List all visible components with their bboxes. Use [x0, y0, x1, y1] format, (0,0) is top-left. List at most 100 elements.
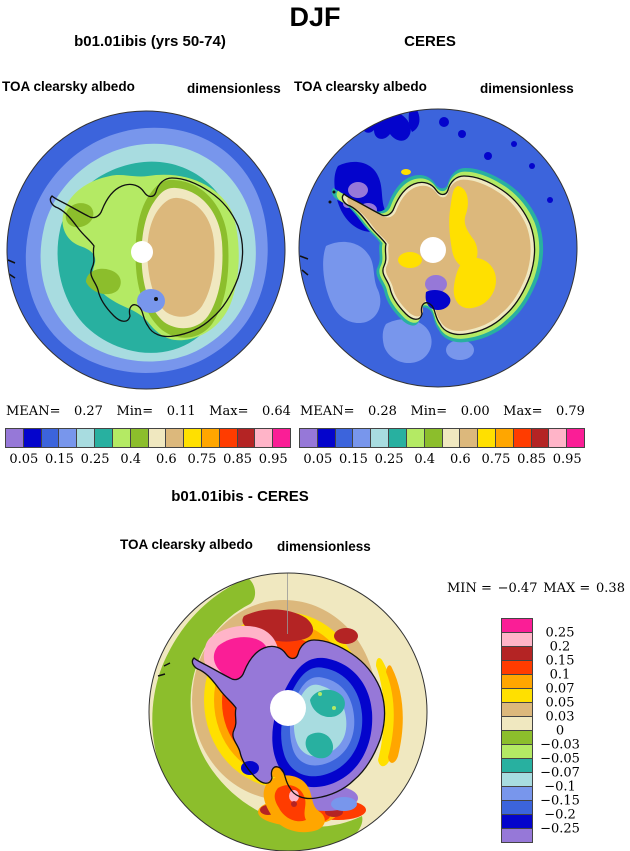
colorbar-cell: [405, 428, 425, 448]
obs-yellow-west: [398, 252, 422, 268]
colorbar-tick-label: 0.95: [258, 452, 288, 467]
diff-units-label: dimensionless: [277, 539, 371, 554]
colorbar-tick-label: −0.15: [540, 793, 580, 809]
colorbar-tick-label: 0.25: [80, 452, 110, 467]
colorbar-tick-label: −0.2: [544, 807, 576, 823]
model-colorbar-ticks: 0.05 0.15 0.25 0.4 0.6 0.75 0.85 0.95: [6, 452, 291, 467]
diff-olive-crescent: [152, 578, 363, 851]
colorbar-cell: [218, 428, 238, 448]
obs-colorbar: [299, 428, 585, 448]
obs-colorbar-ticks: 0.05 0.15 0.25 0.4 0.6 0.75 0.85 0.95: [300, 452, 585, 467]
colorbar-cell: [501, 646, 533, 661]
obs-units-label: dimensionless: [480, 81, 574, 96]
colorbar-tick-label: 0.75: [187, 452, 217, 467]
colorbar-cell: [501, 660, 533, 675]
model-max-label: Max=: [209, 404, 249, 419]
colorbar-tick-label: 0.07: [545, 681, 575, 697]
colorbar-cell: [548, 428, 568, 448]
colorbar-cell: [501, 618, 533, 633]
colorbar-cell: [494, 428, 514, 448]
model-units-label: dimensionless: [187, 81, 281, 96]
colorbar-tick-label: 0.03: [545, 709, 575, 725]
colorbar-tick-label: 0.05: [303, 452, 333, 467]
obs-mean-value: 0.28: [367, 404, 397, 419]
obs-lightblue-south: [382, 319, 432, 364]
obs-min-value: 0.00: [460, 404, 490, 419]
colorbar-tick-label: −0.25: [540, 821, 580, 837]
colorbar-cell: [183, 428, 202, 448]
diff-colorbar-ticks: 0.25 0.2 0.15 0.1 0.07 0.05 0.03 0 −0.03 −0.05 −0.…: [534, 619, 586, 843]
diff-teal-patch-2: [305, 732, 334, 759]
obs-yellow-blob: [453, 257, 496, 309]
colorbar-cell: [530, 428, 550, 448]
obs-edge-islands: [299, 255, 309, 276]
colorbar-tick-label: 0.15: [44, 452, 74, 467]
model-olive-patch-2: [86, 268, 121, 295]
colorbar-cell: [352, 428, 372, 448]
colorbar-cell: [299, 428, 318, 448]
colorbar-tick-label: 0.05: [545, 695, 575, 711]
colorbar-cell: [111, 428, 131, 448]
colorbar-tick-label: −0.03: [540, 737, 580, 753]
colorbar-tick-label: 0.15: [545, 653, 575, 669]
colorbar-cell: [236, 428, 256, 448]
colorbar-cell: [501, 772, 533, 787]
colorbar-tick-label: 0.95: [552, 452, 582, 467]
colorbar-tick-label: 0.15: [338, 452, 368, 467]
colorbar-tick-label: 0.75: [481, 452, 511, 467]
page-title: DJF: [289, 2, 341, 32]
diff-min-label: MIN =: [447, 581, 492, 596]
obs-yellow-ridge: [449, 186, 478, 268]
colorbar-cell: [501, 758, 533, 773]
obs-max-label: Max=: [503, 404, 543, 419]
diff-max-value: 0.38: [596, 581, 625, 596]
model-title: b01.01ibis (yrs 50-74): [74, 33, 226, 50]
obs-lightblue-west: [323, 241, 381, 324]
obs-stats: MEAN= 0.28 Min= 0.00 Max= 0.79: [300, 404, 585, 419]
colorbar-cell: [76, 428, 96, 448]
obs-title: CERES: [404, 33, 456, 50]
colorbar-cell: [254, 428, 274, 448]
model-stats: MEAN= 0.27 Min= 0.11 Max= 0.64: [6, 404, 291, 419]
colorbar-cell: [22, 428, 42, 448]
diff-min-value: −0.47: [497, 581, 538, 596]
diff-darkred-topright: [334, 628, 358, 644]
colorbar-cell: [94, 428, 113, 448]
colorbar-tick-label: 0.4: [120, 452, 142, 467]
colorbar-cell: [58, 428, 78, 448]
colorbar-cell: [501, 674, 533, 689]
diff-edge-islands: [157, 662, 171, 677]
colorbar-cell: [512, 428, 532, 448]
obs-darkblue-pennant: [408, 109, 420, 132]
obs-ross-purple: [425, 275, 447, 293]
colorbar-cell: [388, 428, 407, 448]
colorbar-cell: [501, 702, 533, 717]
colorbar-cell: [501, 730, 533, 745]
colorbar-cell: [370, 428, 390, 448]
colorbar-tick-label: 0.85: [517, 452, 547, 467]
model-colorbar: [5, 428, 291, 448]
map-model: [6, 110, 286, 390]
colorbar-cell: [501, 814, 533, 829]
model-max-value: 0.64: [261, 404, 291, 419]
diff-teal-patch-1: [310, 689, 345, 718]
diff-var-label: TOA clearsky albedo: [120, 537, 253, 552]
map-obs: [298, 108, 578, 388]
colorbar-tick-label: 0.05: [9, 452, 39, 467]
diff-pink-dot: [289, 790, 299, 802]
diff-title: b01.01ibis - CERES: [171, 488, 309, 505]
colorbar-cell: [501, 800, 533, 815]
colorbar-cell: [441, 428, 461, 448]
colorbar-tick-label: 0: [555, 723, 565, 739]
colorbar-cell: [501, 786, 533, 801]
model-ross-lightblue-patch: [137, 289, 165, 313]
obs-purple-patch-1: [348, 182, 368, 198]
model-map-border: [6, 110, 286, 390]
obs-max-value: 0.79: [555, 404, 585, 419]
colorbar-cell: [501, 632, 533, 647]
obs-lightblue-southeast: [446, 340, 474, 360]
obs-mean-label: MEAN=: [300, 404, 355, 419]
colorbar-cell: [566, 428, 585, 448]
colorbar-cell: [200, 428, 220, 448]
